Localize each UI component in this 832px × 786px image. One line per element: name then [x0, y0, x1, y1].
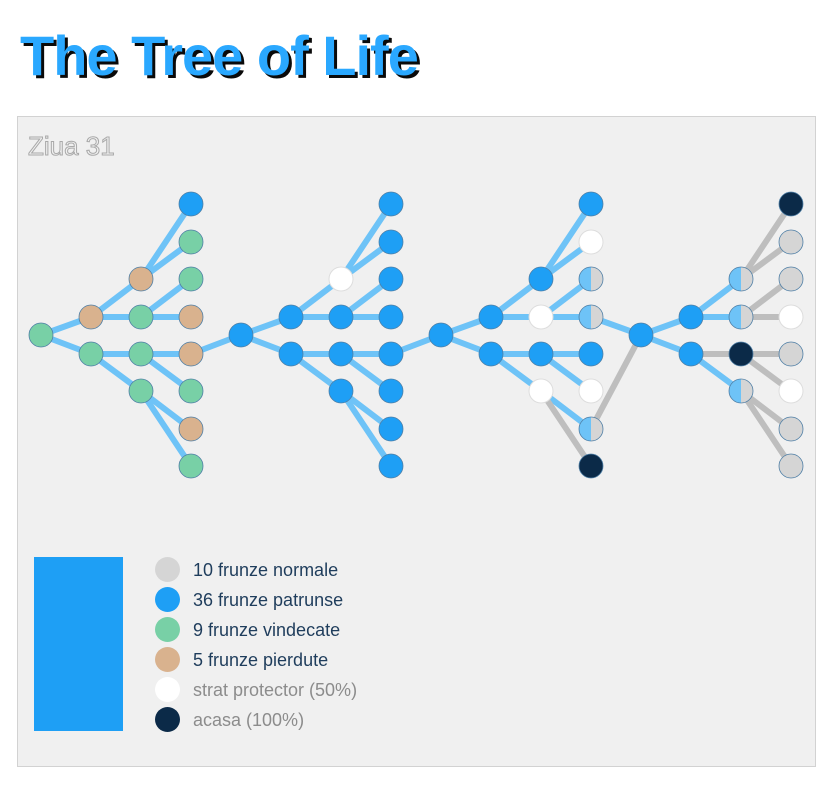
- leaf-node: [178, 378, 204, 404]
- branch-edge: [588, 332, 644, 432]
- leaf-node: [128, 341, 154, 367]
- leaf-node: [28, 322, 54, 348]
- leaf-node: [378, 229, 404, 255]
- leaf-node: [278, 304, 304, 330]
- branch-edge: [138, 201, 194, 282]
- leaf-node: [128, 304, 154, 330]
- branch-edge: [538, 388, 594, 469]
- leaf-node: [278, 341, 304, 367]
- leaf-node: [778, 453, 804, 479]
- day-label: Ziua 31: [28, 131, 116, 162]
- leaf-node: [128, 378, 154, 404]
- leaf-node: [378, 266, 404, 292]
- leaf-node: [378, 453, 404, 479]
- leaf-node: [228, 322, 254, 348]
- branch-edge: [738, 201, 794, 282]
- tree-diagram: [28, 191, 804, 479]
- leaf-node: [378, 416, 404, 442]
- legend-label: acasa (100%): [193, 710, 305, 730]
- legend-swatch: [155, 587, 180, 612]
- leaf-node: [378, 304, 404, 330]
- leaf-node: [578, 378, 604, 404]
- leaf-node: [178, 229, 204, 255]
- leaf-node: [528, 341, 554, 367]
- tree-panel: Ziua 31 10 frunze normale 36 frunze patru…: [17, 116, 816, 767]
- branch-edge: [738, 388, 794, 469]
- leaf-node: [578, 304, 604, 330]
- leaf-node: [578, 229, 604, 255]
- legend-swatch: [155, 647, 180, 672]
- legend-label: 9 frunze vindecate: [193, 620, 341, 640]
- leaf-node: [528, 304, 554, 330]
- leaf-node: [578, 416, 604, 442]
- leaf-node: [378, 378, 404, 404]
- legend-swatch: [155, 557, 180, 582]
- branch-edge: [338, 388, 394, 469]
- branch-edge: [338, 201, 394, 282]
- leaf-node: [628, 322, 654, 348]
- leaf-node: [178, 266, 204, 292]
- leaf-node: [528, 378, 554, 404]
- leaf-node: [328, 304, 354, 330]
- progress-bar: [34, 557, 123, 731]
- branch-edge: [138, 388, 194, 469]
- leaf-node: [178, 416, 204, 442]
- leaf-node: [778, 266, 804, 292]
- leaf-node: [728, 341, 754, 367]
- legend-swatch: [155, 617, 180, 642]
- leaf-node: [728, 304, 754, 330]
- leaf-node: [778, 229, 804, 255]
- leaf-node: [578, 191, 604, 217]
- leaf-node: [778, 416, 804, 442]
- leaf-node: [678, 341, 704, 367]
- leaf-node: [778, 304, 804, 330]
- leaf-node: [328, 266, 354, 292]
- leaf-node: [528, 266, 554, 292]
- leaf-node: [128, 266, 154, 292]
- legend-label: 5 frunze pierdute: [193, 650, 329, 670]
- leaf-node: [728, 378, 754, 404]
- leaf-node: [178, 341, 204, 367]
- leaf-node: [78, 304, 104, 330]
- leaf-node: [578, 341, 604, 367]
- leaf-node: [678, 304, 704, 330]
- leaf-node: [178, 453, 204, 479]
- leaf-node: [478, 341, 504, 367]
- legend-label: strat protector (50%): [193, 680, 358, 700]
- leaf-node: [178, 304, 204, 330]
- leaf-node: [578, 266, 604, 292]
- legend-label: 10 frunze normale: [193, 560, 339, 580]
- page-title: The Tree of Life: [20, 24, 419, 87]
- leaf-node: [578, 453, 604, 479]
- branch-edge: [538, 201, 594, 282]
- leaf-node: [78, 341, 104, 367]
- leaf-node: [778, 341, 804, 367]
- leaf-node: [728, 266, 754, 292]
- leaf-node: [478, 304, 504, 330]
- leaf-node: [428, 322, 454, 348]
- legend-swatch: [155, 677, 180, 702]
- leaf-node: [378, 341, 404, 367]
- leaf-node: [378, 191, 404, 217]
- leaf-node: [778, 191, 804, 217]
- leaf-node: [328, 378, 354, 404]
- legend-label: 36 frunze patrunse: [193, 590, 344, 610]
- legend-swatch: [155, 707, 180, 732]
- leaf-node: [328, 341, 354, 367]
- leaf-node: [178, 191, 204, 217]
- leaf-node: [778, 378, 804, 404]
